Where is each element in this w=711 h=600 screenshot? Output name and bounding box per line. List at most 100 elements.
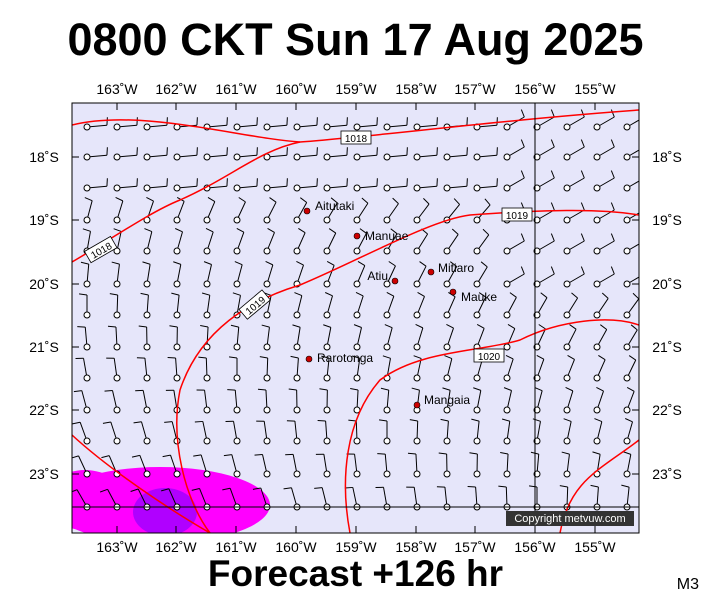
wind-barb-icon [83, 117, 108, 131]
place-markers: Aitutaki Manuae Mitiaro Atiu Mauke Rarotonga M… [303, 199, 497, 409]
wind-barb-icon [196, 389, 211, 414]
copyright-box: Copyright metvuw.com [506, 511, 634, 526]
lat-label-left: 23˚S [29, 466, 59, 482]
wind-barb-icon [323, 147, 348, 161]
wind-barb-icon [290, 355, 301, 382]
wind-barb-icon [193, 454, 211, 478]
wind-barb-icon [111, 261, 121, 288]
wind-barb-icon [254, 454, 271, 478]
svg-text:Mitiaro: Mitiaro [438, 261, 474, 275]
wind-barb-icon [165, 389, 181, 414]
wind-barb-icon [350, 387, 361, 414]
wind-barb-icon [503, 324, 516, 351]
wind-barb-icon [79, 293, 91, 319]
wind-barb-icon [230, 324, 241, 351]
lat-label-right: 19˚S [652, 212, 682, 228]
wind-barb-icon [72, 421, 91, 445]
wind-barb-icon [623, 180, 639, 192]
place-mauke: Mauke [449, 288, 497, 304]
wind-barb-icon [75, 357, 91, 382]
wind-barb-icon [173, 147, 198, 161]
wind-barb-icon [323, 197, 338, 224]
wind-barb-icon [563, 139, 585, 161]
wind-barb-icon [293, 292, 303, 319]
wind-barb-icon [471, 418, 481, 445]
wind-barb-icon [113, 147, 138, 161]
isobar-1020 [344, 319, 639, 533]
place-manuae: Manuae [353, 229, 409, 243]
wind-barb-icon [113, 117, 138, 131]
wind-barb-icon [443, 323, 454, 351]
wind-barb-icon [233, 178, 258, 192]
wind-barb-icon [443, 178, 468, 192]
wind-barb-icon [107, 325, 121, 351]
wind-barb-icon [590, 484, 601, 511]
wind-barb-icon [503, 266, 525, 288]
wind-barb-icon [623, 324, 638, 351]
place-aitutaki: Aitutaki [303, 199, 354, 215]
wind-barb-icon [353, 261, 366, 288]
wind-barb-icon [292, 324, 301, 351]
wind-barb-icon [593, 418, 603, 445]
wind-barb-icon [383, 147, 408, 161]
wind-barb-icon [501, 418, 511, 445]
wind-barb-icon [261, 324, 271, 351]
place-dot-icon [449, 288, 457, 296]
isobar-1019 [176, 209, 639, 533]
svg-text:Mangaia: Mangaia [424, 393, 470, 407]
wind-barb-icon [443, 261, 458, 288]
wind-barb-icon [503, 170, 525, 192]
svg-text:1018: 1018 [345, 134, 368, 145]
lon-label-bottom: 156˚W [514, 539, 556, 555]
place-mitiaro: Mitiaro [427, 261, 474, 276]
wind-barb-icon [413, 324, 424, 351]
wind-barb-icon [194, 420, 211, 445]
wind-barb-icon [593, 139, 615, 161]
wind-barb-icon [503, 233, 525, 255]
wind-barb-icon [263, 197, 277, 224]
wind-barb-icon [563, 266, 585, 288]
wind-barb-icon [563, 324, 577, 351]
wind-barb-icon [323, 324, 332, 351]
lat-label-left: 20˚S [29, 276, 59, 292]
wind-barb-icon [503, 355, 514, 382]
wind-barb-icon [323, 228, 337, 255]
isobar-1018 [72, 109, 639, 143]
wind-barb-icon [263, 178, 288, 192]
wind-barb-icon [317, 419, 331, 445]
wind-barb-icon [293, 178, 318, 192]
lon-label-bottom: 161˚W [215, 539, 257, 555]
wind-barb-icon [200, 324, 211, 351]
wind-barb-icon [142, 261, 151, 288]
wind-barb-icon [233, 261, 243, 288]
wind-barb-icon [563, 202, 585, 224]
wind-barb-icon [443, 228, 459, 255]
lat-label-left: 21˚S [29, 339, 59, 355]
lon-label-bottom: 159˚W [335, 539, 377, 555]
wind-barb-icon [136, 357, 151, 382]
isobar-label: 1018 [340, 130, 372, 145]
wind-barb-icon [353, 117, 378, 131]
wind-barb-icon [173, 178, 198, 192]
lon-label-bottom: 155˚W [574, 539, 616, 555]
wind-barb-icon [473, 292, 487, 319]
wind-barb-icon [623, 292, 639, 319]
wind-barb-icon [113, 197, 124, 224]
wind-barb-icon [443, 292, 456, 319]
wind-barb-icon [563, 355, 575, 382]
wind-barb-icon [143, 178, 168, 192]
wind-barb-icon [593, 324, 608, 351]
wind-barb-icon [623, 386, 635, 414]
wind-barb-icon [77, 326, 91, 351]
wind-barb-icon [561, 451, 571, 478]
wind-barb-icon [348, 419, 361, 445]
wind-barb-icon [383, 197, 399, 224]
lon-label-top: 158˚W [395, 81, 437, 97]
svg-text:Atiu: Atiu [367, 269, 388, 283]
wind-barb-icon [409, 419, 421, 445]
lon-label-top: 160˚W [275, 81, 317, 97]
wind-barb-icon [532, 418, 541, 445]
wind-barb-icon [563, 109, 585, 131]
wind-barb-icon [285, 453, 301, 478]
wind-barb-icon [315, 453, 331, 478]
